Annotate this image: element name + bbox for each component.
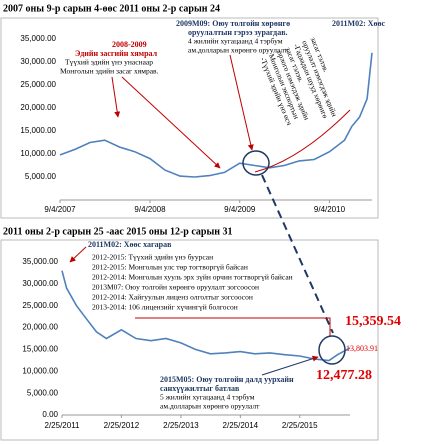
y-tick-label: 0.00 (42, 410, 58, 419)
annotation-text: Түүхий эдийн үнэ унаснаар (65, 58, 153, 67)
y-tick-label: 15,000.00 (20, 126, 56, 135)
arrow (229, 54, 254, 151)
annotation-text: санхүүжилтыг батлав (160, 384, 240, 393)
annotation-text: 2012-2014: Хайгуулын лиценз олголтыг зог… (92, 293, 253, 302)
x-tick-label: 9/4/2009 (224, 205, 256, 214)
annotation: 2012-2015: Түүхий эдийн үнэ буурсан 2012… (92, 253, 293, 312)
annotation-text: оруулалтын гэрээ зурагдав. (188, 28, 288, 37)
annotation: 2008-2009 Эдийн засгийн хямрал Түүхий эд… (60, 40, 221, 169)
y-tick-label: 10,000.00 (20, 149, 56, 158)
arrow (261, 355, 319, 376)
y-tick-label: 35,000.00 (22, 257, 58, 266)
data-label: 12,477.28 (316, 368, 372, 383)
y-tick-label: 10,000.00 (22, 366, 58, 375)
data-label: 13,803.91 (346, 344, 378, 353)
y-tick-label: 25,000.00 (22, 301, 58, 310)
chart-frame (0, 17, 379, 219)
y-tick-label: 5,000.00 (27, 388, 59, 397)
connector (261, 174, 334, 334)
annotation-text: 2008-2009 (112, 40, 147, 49)
annotation: 2011М02: Хөөс хагарав (69, 240, 172, 263)
annotation-text: 2011М02: Хөөс хагарав (88, 240, 172, 249)
annotation-text: Монголын эдийн засаг хямрав. (60, 67, 159, 76)
y-tick-label: 15,000.00 (22, 345, 58, 354)
annotation: 2011М02: Хөөс (332, 19, 386, 28)
x-tick-label: 2/25/2013 (163, 421, 199, 430)
bracket (135, 317, 331, 336)
annotation-text: ам.долларын хөрөнгө оруулалт (188, 46, 288, 55)
data-line (59, 52, 373, 178)
annotation-text: 2013М07: Оюу толгойн хөрөнгө оруулалт зо… (92, 283, 259, 292)
data-label: 15,359.54 (345, 314, 401, 329)
x-tick-label: 9/4/2010 (314, 205, 346, 214)
data-line (61, 270, 351, 362)
annotation-text: 2013-2014: 106 лицензийг хүчингүй болгос… (92, 303, 238, 312)
annotation-text: 4 жилийн хугацаанд 4 тэрбум (188, 37, 283, 46)
x-tick-label: 9/4/2008 (134, 205, 166, 214)
annotation-text: ам.долларын хөрөнгө оруулалт (160, 402, 260, 411)
annotation-text: Эдийн засгийн хямрал (75, 49, 158, 58)
annotation-text: 2009М09: Оюу толгойн хөрөнгө (176, 19, 290, 28)
annotation: 2009М09: Оюу толгойн хөрөнгө оруулалтын … (176, 19, 290, 151)
x-tick-label: 2/25/2012 (104, 421, 140, 430)
x-tick-label: 2/25/2014 (223, 421, 259, 430)
annotation-text: 2015М05: Оюу толгойн далд уурхайн (160, 375, 294, 384)
annotation: 2015М05: Оюу толгойн далд уурхайн санхүү… (160, 355, 319, 411)
y-tick-label: 25,000.00 (20, 80, 56, 89)
bracket (254, 109, 351, 173)
annotation-text: 2012-2015: Монголын улс төр тогтворгүй б… (92, 263, 248, 272)
y-tick-label: 35,000.00 (20, 34, 56, 43)
chart-title: 2011 оны 2-р сарын 25 -аас 2015 оны 12-р… (3, 226, 233, 237)
x-tick-label: 2/25/2015 (282, 421, 318, 430)
annotation-text: 2012-2015: Түүхий эдийн үнэ буурсан (92, 253, 213, 262)
y-tick-label: 20,000.00 (20, 103, 56, 112)
y-tick-label: 30,000.00 (22, 279, 58, 288)
highlight-circle (318, 335, 346, 365)
y-tick-label: 5,000.00 (25, 172, 57, 181)
arrow (121, 76, 221, 169)
annotation-text: 2012-2014: Монголын хууль эрх зүйн орчин… (92, 273, 293, 282)
arrow (111, 76, 121, 118)
annotation-text: 5 жилийн хугацаанд 4 тэрбум (160, 393, 255, 402)
x-tick-label: 9/4/2007 (44, 205, 76, 214)
highlight-circle (242, 150, 270, 176)
y-tick-label: 30,000.00 (20, 57, 56, 66)
annotation-text: 2011М02: Хөөс (332, 19, 386, 28)
arrow (69, 246, 87, 263)
chart-title: 2007 оны 9-р сарын 4-өөс 2011 оны 2-р са… (3, 3, 220, 14)
x-tick-label: 2/25/2011 (45, 421, 81, 430)
y-tick-label: 20,000.00 (22, 323, 58, 332)
chart-frame (0, 239, 379, 441)
